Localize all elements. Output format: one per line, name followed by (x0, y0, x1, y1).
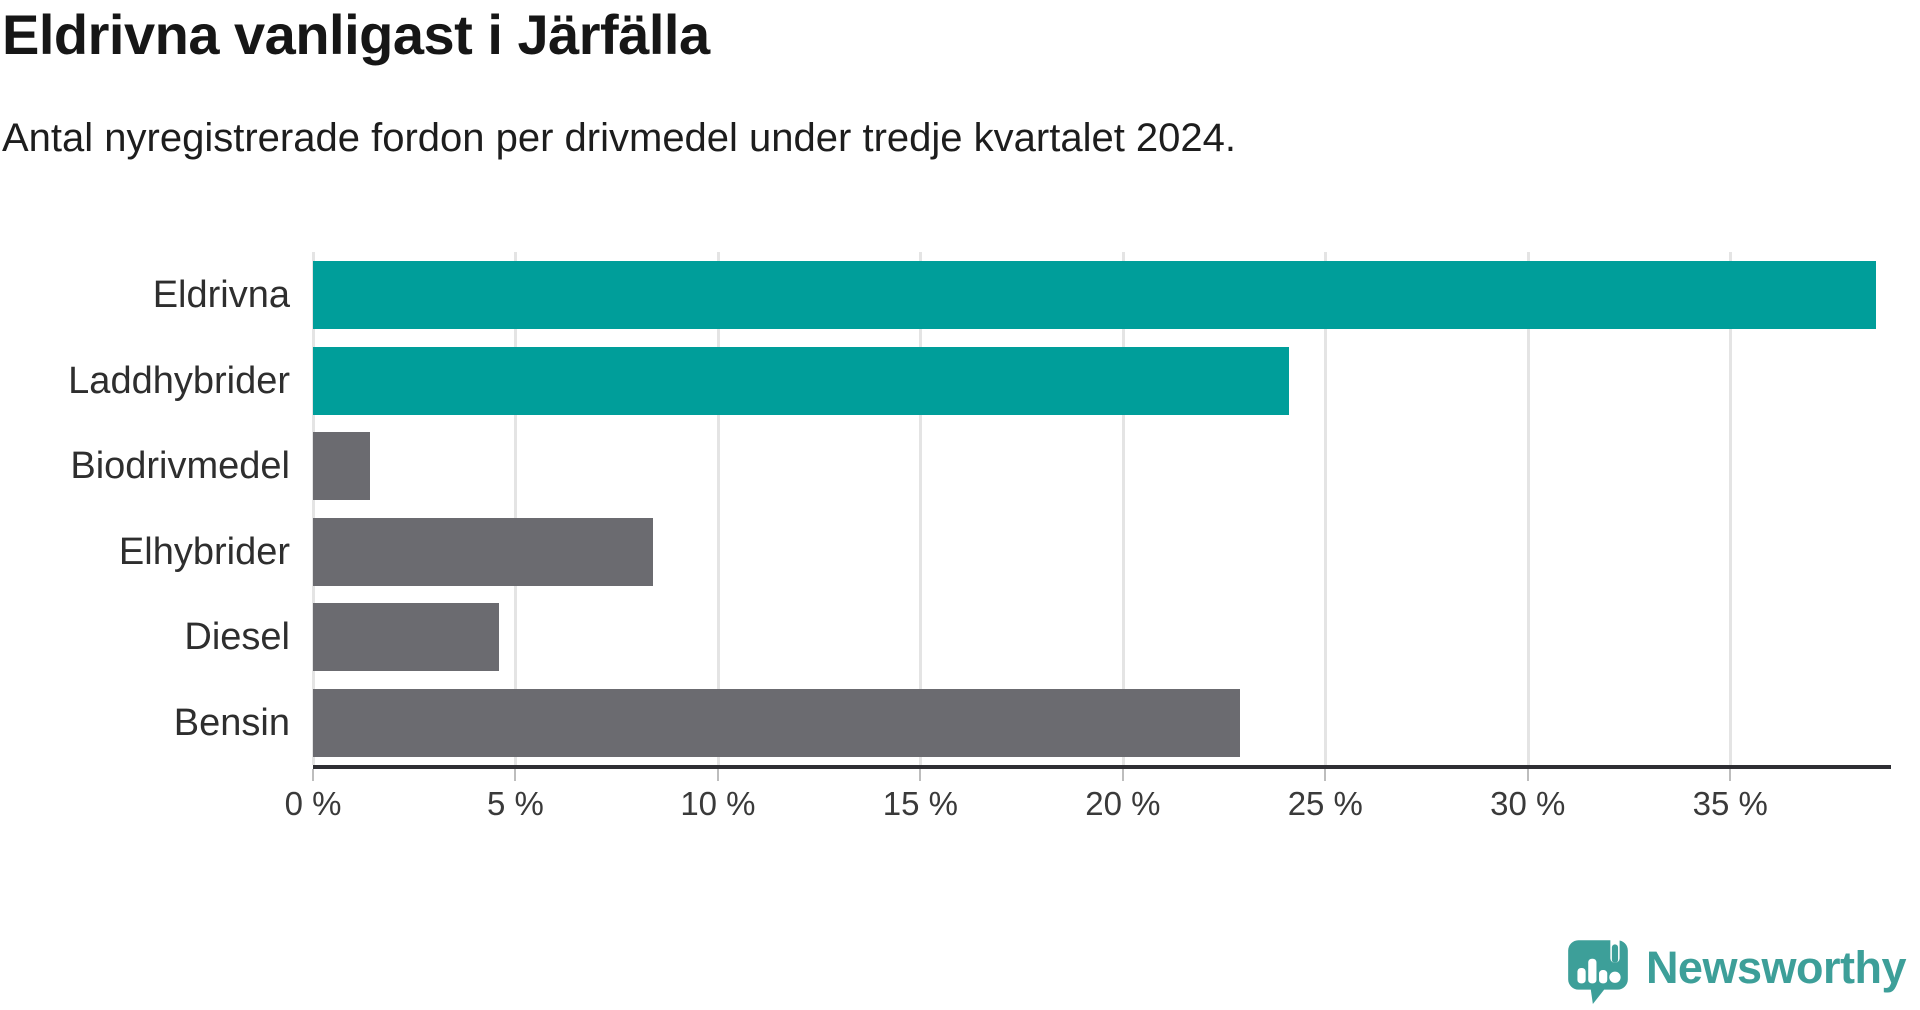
x-tick (1526, 769, 1529, 781)
bar-biodrivmedel (313, 432, 370, 501)
category-label: Diesel (184, 616, 290, 659)
x-tick-label: 30 % (1490, 785, 1566, 822)
x-tick-label: 10 % (680, 785, 756, 822)
chart-subtitle: Antal nyregistrerade fordon per drivmede… (2, 116, 1237, 160)
bar-laddhybrider (313, 346, 1289, 415)
chart-title: Eldrivna vanligast i Järfälla (2, 3, 710, 66)
bar-eldrivna (313, 261, 1876, 329)
gridline (1121, 252, 1125, 765)
x-tick (514, 769, 517, 781)
x-tick-label: 35 % (1692, 785, 1768, 822)
x-tick (716, 769, 719, 781)
category-label: Biodrivmedel (70, 445, 290, 488)
bar-diesel (313, 603, 500, 672)
x-axis-line (313, 765, 1891, 769)
gridline (1324, 252, 1328, 765)
category-labels: Eldrivna Laddhybrider Biodrivmedel Elhybrid… (0, 252, 290, 765)
gridline (1526, 252, 1530, 765)
x-tick-label: 15 % (882, 785, 958, 822)
newsworthy-logo: Newsworthy (1566, 932, 1907, 1004)
x-tick (1121, 769, 1124, 781)
gridline (514, 252, 518, 765)
newsworthy-logo-text: Newsworthy (1645, 942, 1907, 993)
gridline (1729, 252, 1733, 765)
gridline (312, 252, 315, 765)
bar-bensin (313, 689, 1241, 757)
gridline (919, 252, 923, 765)
x-tick (312, 769, 314, 781)
category-label: Bensin (173, 702, 290, 744)
gridline (716, 252, 720, 765)
x-tick (1729, 769, 1732, 781)
plot-area (312, 252, 1876, 765)
newsworthy-icon (1568, 933, 1628, 1004)
x-tick-label: 5 % (487, 785, 544, 822)
x-tick-label: 20 % (1085, 785, 1161, 822)
category-label: Elhybrider (118, 530, 290, 573)
x-tick (1324, 769, 1327, 781)
x-tick (919, 769, 922, 781)
x-tick-label: 0 % (284, 785, 342, 822)
category-label: Laddhybrider (68, 359, 290, 402)
x-tick-label: 25 % (1287, 785, 1363, 822)
category-label: Eldrivna (152, 274, 290, 316)
bar-elhybrider (313, 517, 654, 586)
x-axis: 0 % 5 % 10 % 15 % 20 % 25 % 30 % 35 % (285, 765, 1893, 855)
